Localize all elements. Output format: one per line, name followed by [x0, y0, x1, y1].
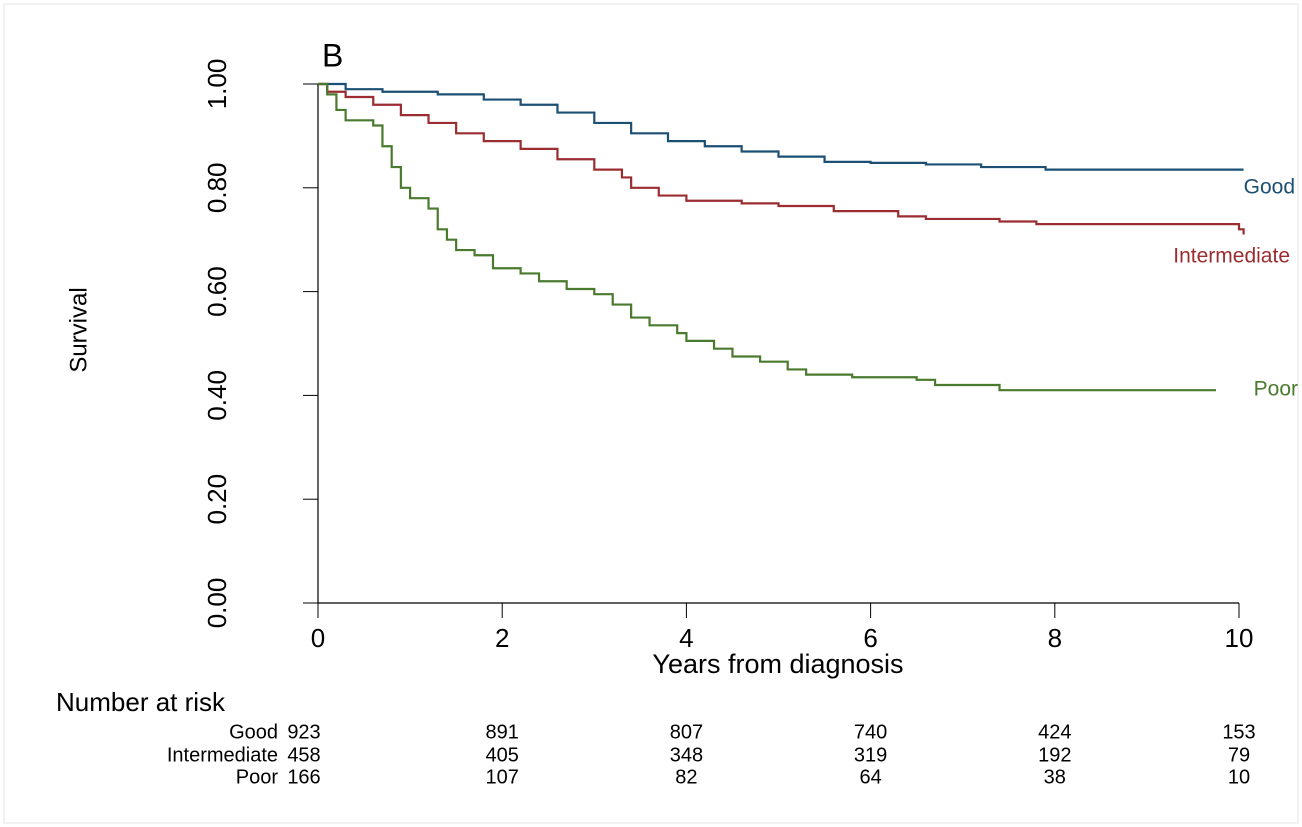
risk-row-label: Poor [236, 766, 279, 788]
x-tick-label: 0 [311, 623, 325, 653]
risk-value: 348 [670, 744, 703, 766]
risk-table-title: Number at risk [56, 687, 226, 717]
y-tick-label: 0.60 [202, 266, 232, 317]
risk-value: 10 [1228, 766, 1250, 788]
risk-value: 153 [1222, 721, 1255, 743]
panel-label: B [322, 37, 343, 73]
x-axis-title: Years from diagnosis [652, 649, 903, 679]
risk-value: 319 [854, 744, 887, 766]
risk-row-label: Intermediate [167, 744, 278, 766]
risk-value: 807 [670, 721, 703, 743]
risk-value: 458 [287, 744, 320, 766]
series-label: Good [1244, 176, 1295, 199]
risk-value: 192 [1038, 744, 1071, 766]
frame [3, 3, 1299, 824]
y-tick-label: 0.20 [202, 474, 232, 525]
y-axis-title: Survival [65, 287, 92, 372]
risk-value: 424 [1038, 721, 1071, 743]
risk-value: 923 [287, 721, 320, 743]
y-tick-label: 1.00 [202, 59, 232, 110]
y-tick-label: 0.40 [202, 370, 232, 421]
risk-value: 740 [854, 721, 887, 743]
x-tick-label: 6 [863, 623, 877, 653]
x-tick-label: 4 [679, 623, 693, 653]
x-tick-label: 10 [1225, 623, 1254, 653]
risk-value: 166 [287, 766, 320, 788]
y-tick-label: 0.80 [202, 162, 232, 213]
risk-value: 891 [486, 721, 519, 743]
y-tick-label: 0.00 [202, 578, 232, 629]
x-tick-label: 2 [495, 623, 509, 653]
survival-curve [318, 82, 1245, 235]
series-label: Intermediate [1173, 245, 1290, 268]
risk-value: 38 [1044, 766, 1066, 788]
risk-value: 107 [486, 766, 519, 788]
risk-value: 79 [1228, 744, 1250, 766]
risk-value: 64 [859, 766, 881, 788]
survival-curve [318, 82, 1216, 392]
series-label: Poor [1254, 378, 1298, 401]
risk-row-label: Good [229, 721, 278, 743]
x-tick-label: 8 [1048, 623, 1062, 653]
risk-value: 405 [486, 744, 519, 766]
survival-curve [318, 82, 1244, 171]
risk-value: 82 [675, 766, 697, 788]
